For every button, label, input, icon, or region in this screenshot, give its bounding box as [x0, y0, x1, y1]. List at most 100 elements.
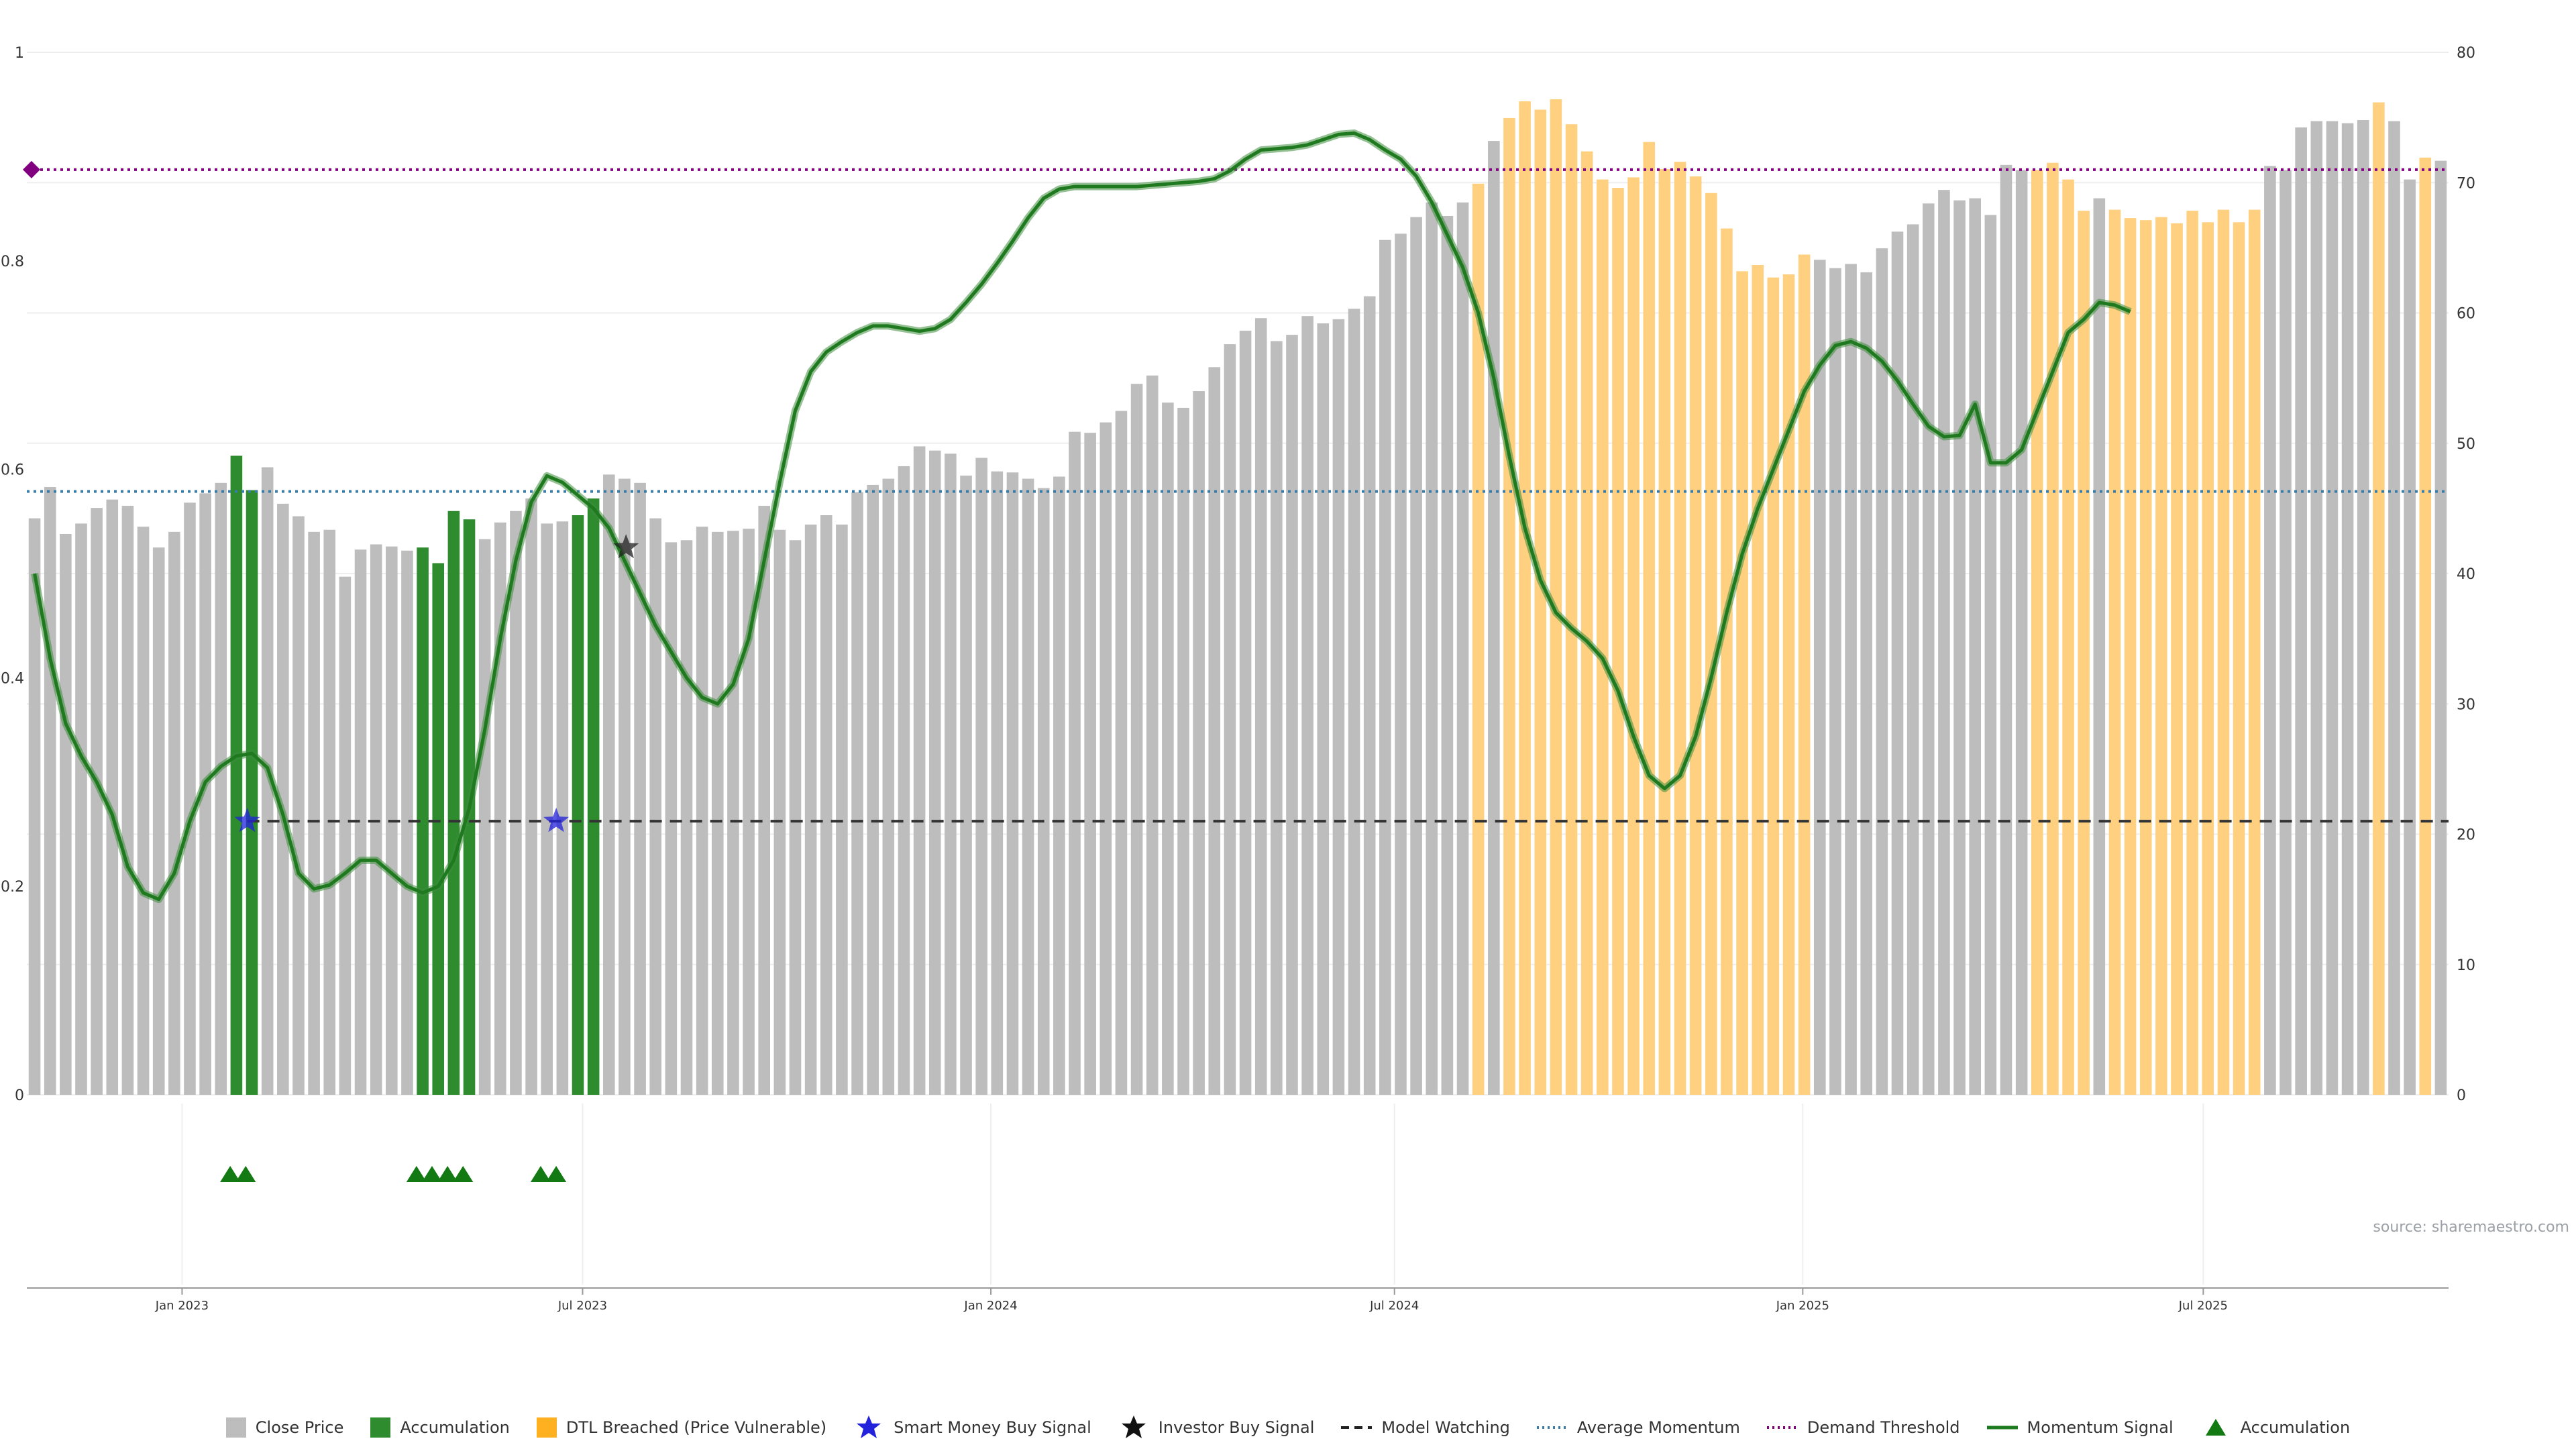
- star-icon: [853, 1415, 884, 1438]
- dtl-breached-bar: [2031, 170, 2043, 1095]
- dtl-breached-bar: [2062, 179, 2074, 1095]
- dtl-breached-bar: [2124, 218, 2137, 1095]
- x-axis-tick-label: Jul 2023: [557, 1299, 607, 1313]
- close-price-bar: [2279, 170, 2292, 1095]
- x-axis-tick-label: Jan 2024: [963, 1299, 1017, 1313]
- dtl-breached-bar: [2047, 162, 2059, 1095]
- dtl-breached-bar: [2233, 222, 2245, 1095]
- close-price-bar: [789, 540, 802, 1095]
- left-axis-tick-label: 0.4: [1, 670, 24, 687]
- legend: Close Price Accumulation DTL Breached (P…: [0, 1413, 2576, 1442]
- right-axis-tick-label: 0: [2457, 1087, 2466, 1104]
- dtl-breached-bar: [2373, 102, 2385, 1095]
- close-price-bar: [1177, 407, 1189, 1095]
- close-price-bar: [975, 458, 987, 1095]
- close-price-bar: [882, 478, 895, 1095]
- legend-average-momentum-label: Average Momentum: [1576, 1418, 1740, 1437]
- right-axis-tick-label: 40: [2457, 566, 2475, 583]
- close-price-bar: [1348, 309, 1360, 1095]
- close-price-bar: [1022, 478, 1034, 1095]
- left-axis-tick-label: 0.8: [1, 254, 24, 270]
- legend-smart-money: Smart Money Buy Signal: [853, 1415, 1091, 1438]
- dtl-breached-bar: [2248, 209, 2261, 1095]
- close-price-bar: [960, 475, 972, 1095]
- dtl-breached-bar: [2108, 209, 2121, 1095]
- close-price-bar: [1084, 433, 1096, 1095]
- close-price-bar: [277, 503, 289, 1095]
- close-price-bar: [2015, 170, 2028, 1095]
- close-price-bar: [665, 542, 678, 1095]
- close-price-bar: [184, 502, 196, 1095]
- x-axis-tick-label: Jan 2025: [1776, 1299, 1829, 1313]
- legend-accumulation-label: Accumulation: [400, 1418, 510, 1437]
- dtl-breached-bar: [1597, 179, 1609, 1095]
- close-price-bar: [1286, 335, 1298, 1095]
- right-axis-tick-label: 80: [2457, 45, 2475, 62]
- dtl-swatch: [536, 1417, 557, 1438]
- accumulation-marker: [453, 1166, 474, 1182]
- accumulation-bar: [417, 547, 429, 1095]
- close-price-bar: [2404, 179, 2416, 1095]
- close-price-bar: [261, 467, 274, 1095]
- close-price-bar: [2388, 121, 2400, 1095]
- close-price-bar: [1860, 272, 1873, 1095]
- close-price-bar: [773, 529, 786, 1095]
- close-price-bar: [168, 531, 180, 1095]
- x-axis-tick-label: Jul 2025: [2178, 1299, 2228, 1313]
- close-price-bar: [106, 499, 119, 1095]
- right-axis-tick-label: 70: [2457, 175, 2475, 192]
- accumulation-marker: [530, 1166, 551, 1182]
- accumulation-marker: [437, 1166, 458, 1182]
- close-price-bar: [1363, 296, 1376, 1095]
- close-price-bar: [2326, 121, 2339, 1095]
- accumulation-bar: [432, 563, 445, 1095]
- accumulation-marker: [235, 1166, 256, 1182]
- accumulation-marker: [406, 1166, 427, 1182]
- close-price-bar: [1813, 260, 1826, 1095]
- legend-dtl-label: DTL Breached (Price Vulnerable): [566, 1418, 827, 1437]
- accumulation-bar: [587, 498, 600, 1095]
- close-price-bar: [1162, 402, 1174, 1095]
- close-price-bar: [75, 523, 87, 1095]
- close-price-bar: [401, 550, 413, 1095]
- accumulation-bar: [572, 515, 584, 1095]
- close-price-bar: [836, 524, 848, 1095]
- dtl-breached-bar: [1736, 271, 1748, 1095]
- accumulation-swatch: [370, 1417, 391, 1438]
- close-price-bar: [1876, 248, 1888, 1095]
- legend-momentum-signal-label: Momentum Signal: [2027, 1418, 2174, 1437]
- close-price-bar: [1953, 200, 1966, 1095]
- right-axis-tick-label: 30: [2457, 696, 2475, 713]
- close-price-bar: [928, 450, 941, 1095]
- dtl-breached-bar: [2155, 217, 2167, 1095]
- close-price-bar: [44, 487, 56, 1095]
- close-price-bar: [851, 492, 863, 1095]
- close-price-bar: [602, 474, 615, 1095]
- demand-threshold-marker: [22, 160, 40, 178]
- close-price-bar: [1922, 203, 1935, 1095]
- close-price-bar: [1224, 344, 1236, 1095]
- close-price-bar: [1938, 190, 1950, 1095]
- close-price-bar: [1208, 367, 1221, 1095]
- legend-demand-threshold-label: Demand Threshold: [1807, 1418, 1960, 1437]
- close-price-bar: [1845, 264, 1857, 1095]
- close-price-bar: [680, 540, 693, 1095]
- close-price-bar: [541, 523, 553, 1095]
- star-icon: [1118, 1415, 1149, 1438]
- close-price-bar: [991, 471, 1004, 1095]
- close-price-bar: [137, 527, 150, 1095]
- close-price-bar: [354, 549, 367, 1095]
- close-price-bar: [1891, 231, 1904, 1095]
- right-axis-tick-label: 20: [2457, 827, 2475, 844]
- close-price-bar: [215, 482, 227, 1095]
- close-price-bar: [867, 484, 879, 1095]
- legend-dtl: DTL Breached (Price Vulnerable): [536, 1417, 827, 1438]
- smart-money-buy-star: [234, 808, 260, 833]
- close-price-bar: [2310, 121, 2323, 1095]
- momentum-signal-line: [33, 131, 2131, 902]
- close-price-bar: [913, 446, 926, 1095]
- close-price-bar: [1053, 476, 1065, 1095]
- close-price-bar: [1271, 341, 1283, 1095]
